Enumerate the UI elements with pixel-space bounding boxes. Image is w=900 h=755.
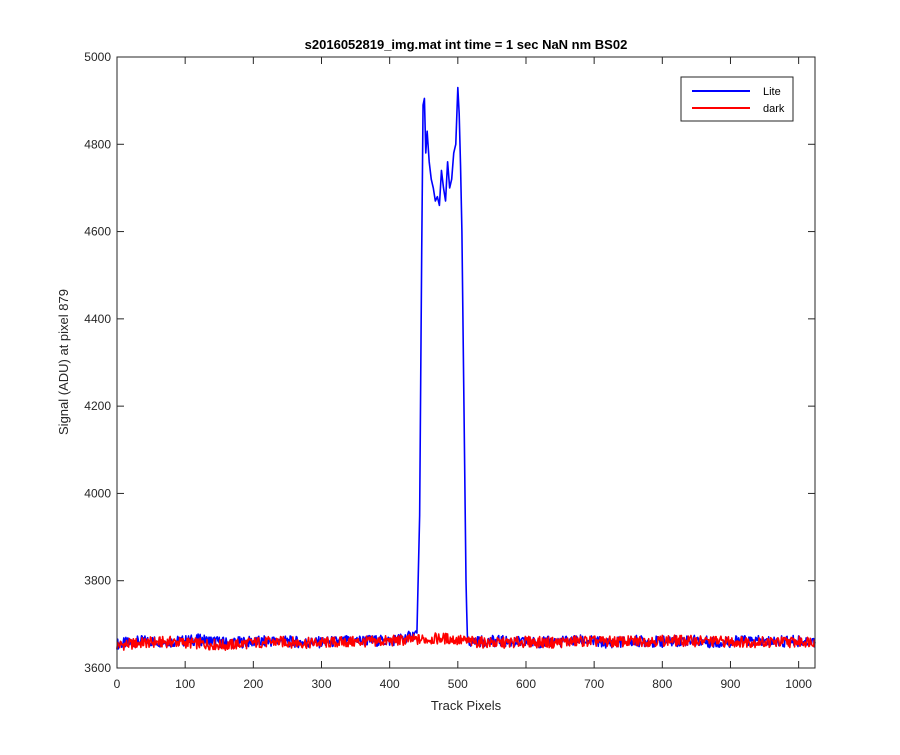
legend[interactable]: Lite dark (680, 76, 794, 122)
x-axis-label: Track Pixels (431, 698, 502, 713)
x-tick-label: 700 (584, 677, 604, 691)
y-axis-label: Signal (ADU) at pixel 879 (56, 289, 71, 435)
series-line-dark (116, 632, 816, 652)
y-tick-label: 4800 (84, 137, 111, 151)
chart-title: s2016052819_img.mat int time = 1 sec NaN… (305, 37, 628, 52)
x-tick-label: 100 (175, 677, 195, 691)
y-tick-label: 4400 (84, 312, 111, 326)
x-tick-label: 500 (448, 677, 468, 691)
x-tick-label: 1000 (785, 677, 812, 691)
y-tick-label: 3600 (84, 661, 111, 675)
x-tick-label: 200 (243, 677, 263, 691)
x-tick-label: 800 (652, 677, 672, 691)
x-tick-label: 900 (720, 677, 740, 691)
y-tick-label: 4600 (84, 225, 111, 239)
legend-box (680, 76, 794, 122)
y-tick-label: 4200 (84, 399, 111, 413)
ticks-layer: 0 100 200 300 400 500 600 700 800 900 1000 3600 3800… (84, 50, 815, 691)
y-tick-label: 5000 (84, 50, 111, 64)
legend-label-lite: Lite (763, 86, 781, 98)
y-tick-label: 4000 (84, 486, 111, 500)
x-tick-label: 600 (516, 677, 536, 691)
plot-frame (116, 56, 816, 669)
legend-label-dark: dark (763, 103, 785, 115)
series-layer (116, 86, 816, 652)
x-tick-label: 0 (114, 677, 121, 691)
y-tick-label: 3800 (84, 574, 111, 588)
x-tick-label: 400 (380, 677, 400, 691)
x-tick-label: 300 (311, 677, 331, 691)
